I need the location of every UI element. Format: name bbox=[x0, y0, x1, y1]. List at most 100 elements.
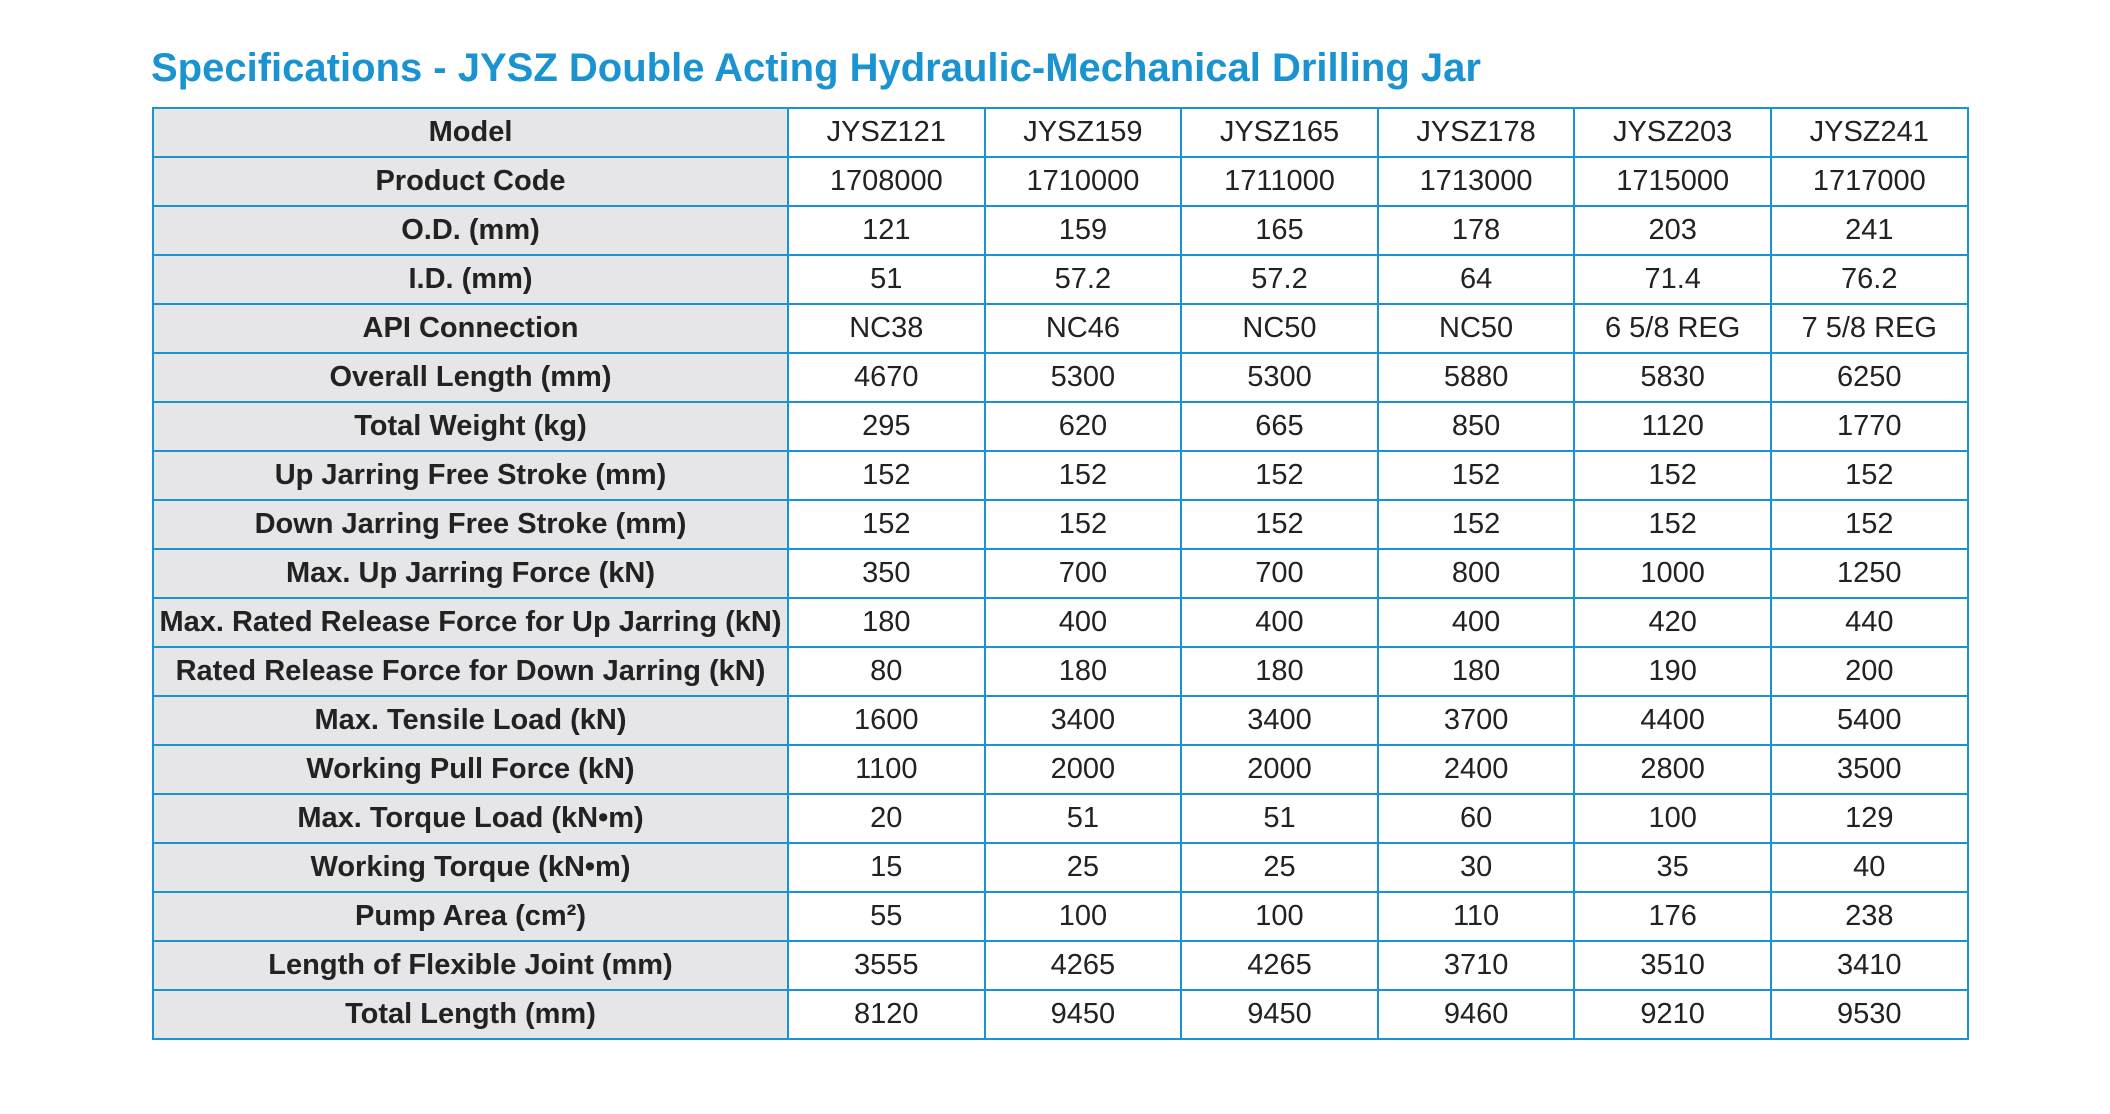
table-cell: 1250 bbox=[1769, 548, 1969, 599]
table-row: Rated Release Force for Down Jarring (kN… bbox=[152, 646, 1969, 697]
table-cell: 5300 bbox=[983, 352, 1183, 403]
table-cell: 7 5/8 REG bbox=[1769, 303, 1969, 354]
table-cell: 1713000 bbox=[1376, 156, 1576, 207]
table-cell: 152 bbox=[1376, 450, 1576, 501]
table-cell: 400 bbox=[1180, 597, 1379, 648]
table-cell: 4265 bbox=[1180, 940, 1379, 991]
table-cell: 100 bbox=[1573, 793, 1772, 844]
table-row: Max. Torque Load (kN•m) 20 51 51 60 100 129 bbox=[152, 793, 1969, 844]
row-label: Working Pull Force (kN) bbox=[152, 744, 789, 795]
table-cell: 152 bbox=[1376, 499, 1576, 550]
table-cell: 238 bbox=[1769, 891, 1969, 942]
row-label: Working Torque (kN•m) bbox=[152, 842, 789, 893]
table-row: Max. Rated Release Force for Up Jarring … bbox=[152, 597, 1969, 648]
table-cell: 700 bbox=[1180, 548, 1379, 599]
table-row: Max. Up Jarring Force (kN) 350 700 700 800 10… bbox=[152, 548, 1969, 599]
table-cell: 8120 bbox=[787, 989, 986, 1040]
table-row: Max. Tensile Load (kN) 1600 3400 3400 3700 44… bbox=[152, 695, 1969, 746]
row-label: Down Jarring Free Stroke (mm) bbox=[152, 499, 789, 550]
table-cell: 9450 bbox=[983, 989, 1183, 1040]
row-label: Max. Tensile Load (kN) bbox=[152, 695, 789, 746]
table-cell: 350 bbox=[787, 548, 986, 599]
table-cell: 152 bbox=[983, 450, 1183, 501]
table-cell: 440 bbox=[1769, 597, 1969, 648]
row-label: API Connection bbox=[152, 303, 789, 354]
table-cell: 5300 bbox=[1180, 352, 1379, 403]
table-row: Working Pull Force (kN) 1100 2000 2000 2400 2… bbox=[152, 744, 1969, 795]
table-cell: 165 bbox=[1180, 205, 1379, 256]
row-label: Product Code bbox=[152, 156, 789, 207]
table-row: Down Jarring Free Stroke (mm) 152 152 152 15… bbox=[152, 499, 1969, 550]
table-cell: 180 bbox=[1376, 646, 1576, 697]
table-cell: 152 bbox=[1573, 499, 1772, 550]
table-cell: 2400 bbox=[1376, 744, 1576, 795]
table-cell: 51 bbox=[983, 793, 1183, 844]
table-cell: 1715000 bbox=[1573, 156, 1772, 207]
table-cell: 71.4 bbox=[1573, 254, 1772, 305]
table-cell: 110 bbox=[1376, 891, 1576, 942]
table-cell: 57.2 bbox=[983, 254, 1183, 305]
table-cell: 152 bbox=[1769, 450, 1969, 501]
row-label: Pump Area (cm²) bbox=[152, 891, 789, 942]
row-label: Max. Rated Release Force for Up Jarring … bbox=[152, 597, 789, 648]
table-cell: JYSZ241 bbox=[1769, 107, 1969, 158]
table-cell: 3500 bbox=[1769, 744, 1969, 795]
table-cell: 5400 bbox=[1769, 695, 1969, 746]
table-cell: 1708000 bbox=[787, 156, 986, 207]
table-cell: 241 bbox=[1769, 205, 1969, 256]
table-cell: 6 5/8 REG bbox=[1573, 303, 1772, 354]
table-row: Product Code 1708000 1710000 1711000 1713000… bbox=[152, 156, 1969, 207]
table-cell: 80 bbox=[787, 646, 986, 697]
table-cell: 159 bbox=[983, 205, 1183, 256]
table-cell: 1717000 bbox=[1769, 156, 1969, 207]
table-cell: 40 bbox=[1769, 842, 1969, 893]
row-label: Total Weight (kg) bbox=[152, 401, 789, 452]
table-cell: JYSZ203 bbox=[1573, 107, 1772, 158]
table-cell: JYSZ165 bbox=[1180, 107, 1379, 158]
table-cell: 4265 bbox=[983, 940, 1183, 991]
page-title: Specifications - JYSZ Double Acting Hydr… bbox=[151, 46, 1481, 90]
table-cell: 25 bbox=[1180, 842, 1379, 893]
table-cell: 3555 bbox=[787, 940, 986, 991]
table-cell: 9460 bbox=[1376, 989, 1576, 1040]
table-cell: 35 bbox=[1573, 842, 1772, 893]
table-cell: 152 bbox=[1573, 450, 1772, 501]
table-cell: 5830 bbox=[1573, 352, 1772, 403]
table-cell: 152 bbox=[787, 450, 986, 501]
row-label: Rated Release Force for Down Jarring (kN… bbox=[152, 646, 789, 697]
table-row: Up Jarring Free Stroke (mm) 152 152 152 152 1… bbox=[152, 450, 1969, 501]
table-cell: 2000 bbox=[983, 744, 1183, 795]
table-cell: 30 bbox=[1376, 842, 1576, 893]
table-cell: 3400 bbox=[983, 695, 1183, 746]
table-cell: 152 bbox=[787, 499, 986, 550]
table-row: Length of Flexible Joint (mm) 3555 4265 426… bbox=[152, 940, 1969, 991]
table-cell: 55 bbox=[787, 891, 986, 942]
table-cell: 2000 bbox=[1180, 744, 1379, 795]
table-cell: 129 bbox=[1769, 793, 1969, 844]
table-cell: 100 bbox=[1180, 891, 1379, 942]
table-cell: NC38 bbox=[787, 303, 986, 354]
table-cell: NC50 bbox=[1180, 303, 1379, 354]
table-cell: 51 bbox=[1180, 793, 1379, 844]
row-label: Model bbox=[152, 107, 789, 158]
table-cell: 152 bbox=[983, 499, 1183, 550]
table-cell: 9210 bbox=[1573, 989, 1772, 1040]
table-cell: 9450 bbox=[1180, 989, 1379, 1040]
table-row: Model JYSZ121 JYSZ159 JYSZ165 JYSZ178 JYSZ203… bbox=[152, 107, 1969, 158]
table-cell: 121 bbox=[787, 205, 986, 256]
table-cell: 400 bbox=[1376, 597, 1576, 648]
table-cell: 178 bbox=[1376, 205, 1576, 256]
table-row: Total Weight (kg) 295 620 665 850 1120 1770 bbox=[152, 401, 1969, 452]
table-cell: 4670 bbox=[787, 352, 986, 403]
table-cell: 3710 bbox=[1376, 940, 1576, 991]
table-cell: 1600 bbox=[787, 695, 986, 746]
table-cell: 1120 bbox=[1573, 401, 1772, 452]
table-row: API Connection NC38 NC46 NC50 NC50 6 5/8 REG 7… bbox=[152, 303, 1969, 354]
row-label: Length of Flexible Joint (mm) bbox=[152, 940, 789, 991]
table-cell: JYSZ159 bbox=[983, 107, 1183, 158]
table-cell: 800 bbox=[1376, 548, 1576, 599]
row-label: Up Jarring Free Stroke (mm) bbox=[152, 450, 789, 501]
table-cell: 3400 bbox=[1180, 695, 1379, 746]
row-label: Max. Up Jarring Force (kN) bbox=[152, 548, 789, 599]
table-cell: 25 bbox=[983, 842, 1183, 893]
